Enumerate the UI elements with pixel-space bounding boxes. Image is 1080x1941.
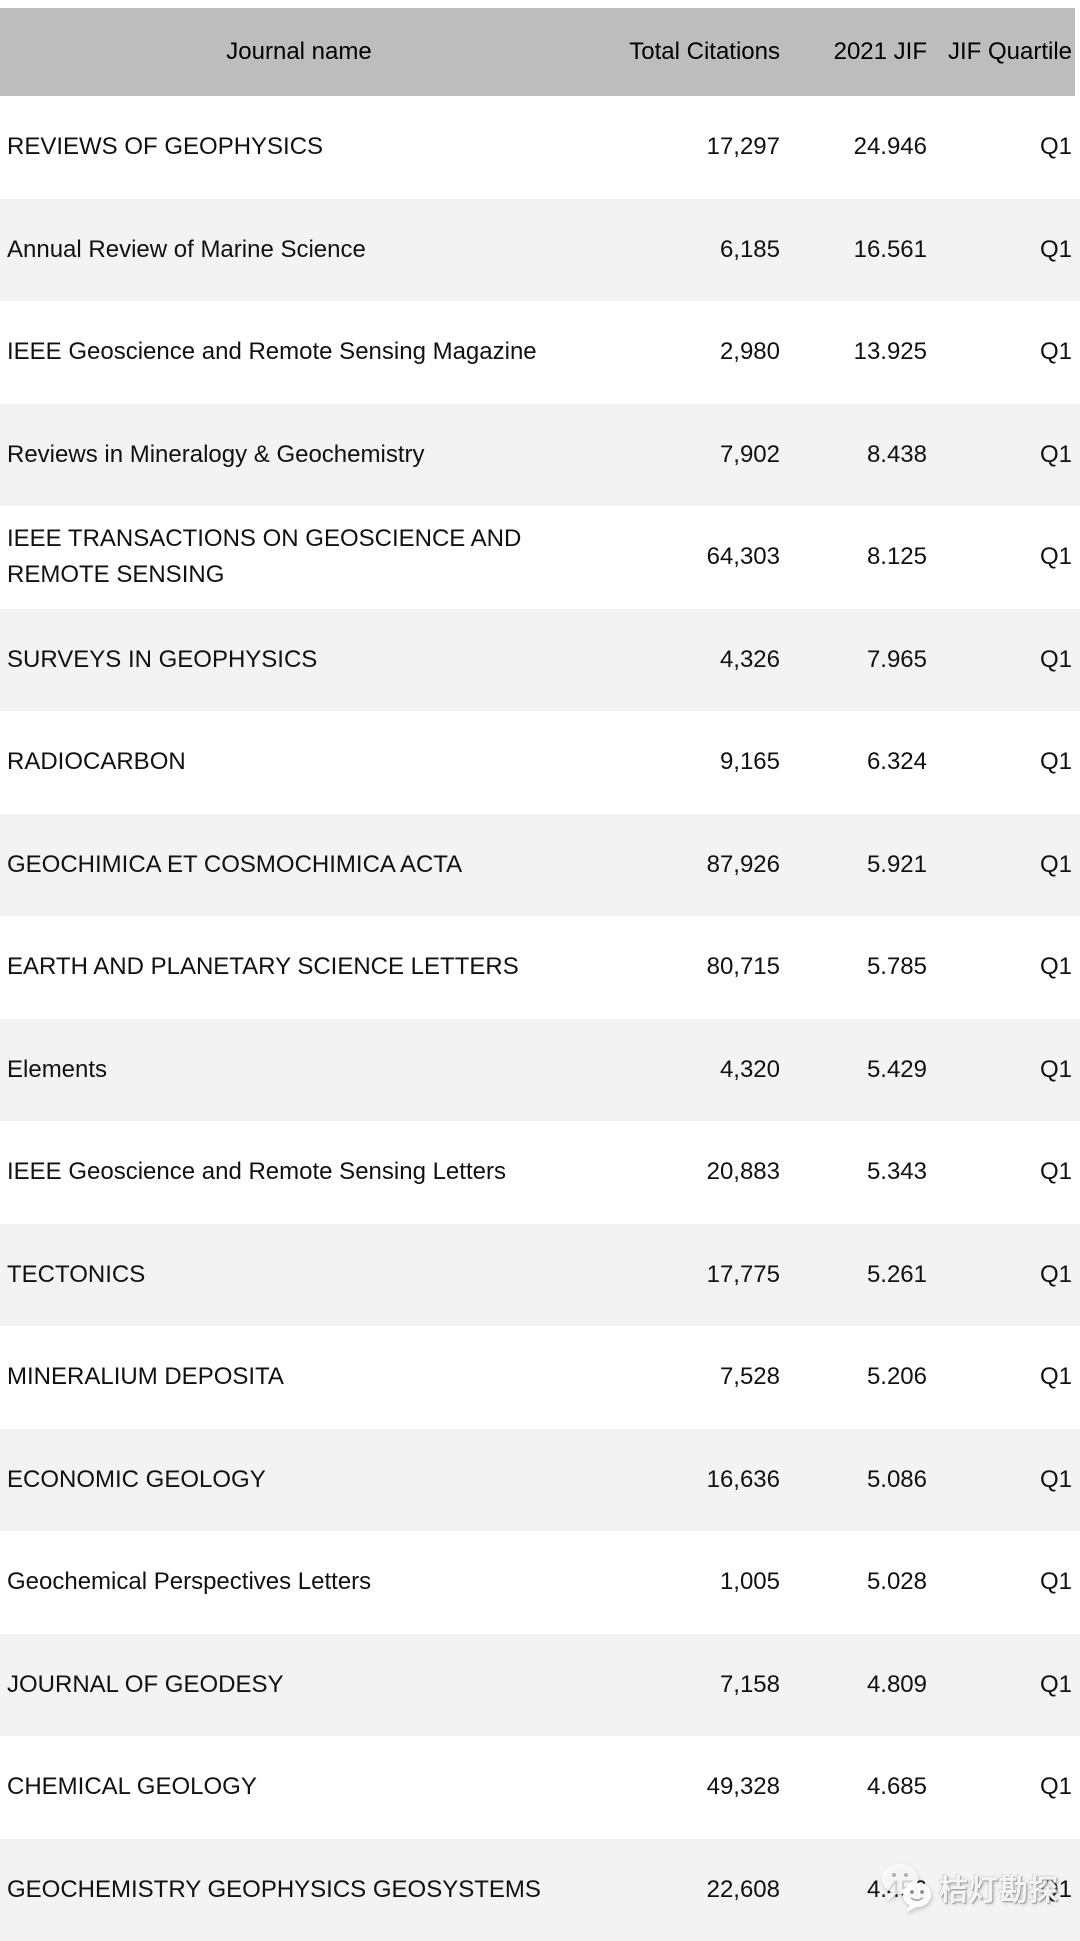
jif-value-cell: 13.925 — [853, 338, 927, 366]
jif-value-cell: 5.785 — [866, 953, 927, 981]
total-citations-cell: 64,303 — [706, 543, 780, 571]
table-row: SURVEYS IN GEOPHYSICS 4,326 7.965 Q1 — [0, 608, 1080, 711]
table-row: CHEMICAL GEOLOGY 49,328 4.685 Q1 — [0, 1736, 1080, 1839]
journal-name-cell: CHEMICAL GEOLOGY — [7, 1773, 257, 1801]
column-header-2021-jif: 2021 JIF — [786, 8, 932, 96]
journal-name-cell: RADIOCARBON — [7, 748, 186, 776]
jif-value-cell: 8.438 — [866, 440, 927, 468]
jif-quartile-cell: Q1 — [1039, 748, 1072, 776]
jif-quartile-cell: Q1 — [1039, 1158, 1072, 1186]
table-row: IEEE TRANSACTIONS ON GEOSCIENCE AND REMO… — [0, 506, 1080, 609]
jif-value-cell: 4.809 — [866, 1670, 927, 1698]
journal-name-cell: GEOCHEMISTRY GEOPHYSICS GEOSYSTEMS — [7, 1875, 541, 1903]
journal-name-cell: SURVEYS IN GEOPHYSICS — [7, 645, 318, 673]
table-row: RADIOCARBON 9,165 6.324 Q1 — [0, 711, 1080, 814]
journal-name-cell: IEEE Geoscience and Remote Sensing Lette… — [7, 1158, 506, 1186]
total-citations-cell: 87,926 — [706, 850, 780, 878]
total-citations-cell: 6,185 — [719, 235, 780, 263]
jif-value-cell: 4.685 — [866, 1773, 927, 1801]
jif-quartile-cell: Q1 — [1039, 543, 1072, 571]
total-citations-cell: 7,528 — [719, 1363, 780, 1391]
journal-name-cell: ECONOMIC GEOLOGY — [7, 1465, 266, 1493]
journal-name-cell: JOURNAL OF GEODESY — [7, 1670, 284, 1698]
total-citations-cell: 20,883 — [706, 1158, 780, 1186]
total-citations-cell: 4,320 — [719, 1055, 780, 1083]
total-citations-cell: 4,326 — [719, 645, 780, 673]
journal-impact-table: Journal name Total Citations 2021 JIF JI… — [0, 8, 1080, 1941]
jif-quartile-cell: Q1 — [1039, 1363, 1072, 1391]
jif-quartile-cell: Q1 — [1039, 1568, 1072, 1596]
total-citations-cell: 80,715 — [706, 953, 780, 981]
journal-name-cell: IEEE TRANSACTIONS ON GEOSCIENCE AND REMO… — [7, 525, 522, 589]
journal-name-cell: Elements — [7, 1055, 108, 1083]
jif-value-cell: 4.456 — [866, 1875, 927, 1903]
column-header-total-citations: Total Citations — [598, 8, 786, 96]
table-row: EARTH AND PLANETARY SCIENCE LETTERS 80,7… — [0, 916, 1080, 1019]
jif-quartile-cell: Q1 — [1039, 1773, 1072, 1801]
table-row: IEEE Geoscience and Remote Sensing Magaz… — [0, 301, 1080, 404]
jif-value-cell: 5.261 — [866, 1260, 927, 1288]
table-row: Elements 4,320 5.429 Q1 — [0, 1018, 1080, 1121]
table-row: Reviews in Mineralogy & Geochemistry 7,9… — [0, 403, 1080, 506]
jif-value-cell: 5.921 — [866, 850, 927, 878]
jif-value-cell: 7.965 — [866, 645, 927, 673]
jif-quartile-cell: Q1 — [1039, 1670, 1072, 1698]
jif-quartile-cell: Q1 — [1039, 645, 1072, 673]
table-row: MINERALIUM DEPOSITA 7,528 5.206 Q1 — [0, 1326, 1080, 1429]
total-citations-cell: 9,165 — [719, 748, 780, 776]
column-header-journal-name: Journal name — [0, 8, 598, 96]
table-row: TECTONICS 17,775 5.261 Q1 — [0, 1223, 1080, 1326]
jif-value-cell: 8.125 — [866, 543, 927, 571]
total-citations-cell: 17,775 — [706, 1260, 780, 1288]
table-row: IEEE Geoscience and Remote Sensing Lette… — [0, 1121, 1080, 1224]
jif-value-cell: 5.206 — [866, 1363, 927, 1391]
jif-value-cell: 16.561 — [853, 235, 927, 263]
table-row: REVIEWS OF GEOPHYSICS 17,297 24.946 Q1 — [0, 96, 1080, 199]
table-row: JOURNAL OF GEODESY 7,158 4.809 Q1 — [0, 1633, 1080, 1736]
table-row: ECONOMIC GEOLOGY 16,636 5.086 Q1 — [0, 1428, 1080, 1531]
journal-name-cell: REVIEWS OF GEOPHYSICS — [7, 133, 324, 161]
journal-name-cell: Reviews in Mineralogy & Geochemistry — [7, 440, 425, 468]
column-header-jif-quartile: JIF Quartile — [932, 8, 1080, 96]
table-row: GEOCHIMICA ET COSMOCHIMICA ACTA 87,926 5… — [0, 813, 1080, 916]
jif-value-cell: 6.324 — [866, 748, 927, 776]
jif-value-cell: 5.343 — [866, 1158, 927, 1186]
total-citations-cell: 2,980 — [719, 338, 780, 366]
jif-quartile-cell: Q1 — [1039, 1875, 1072, 1903]
journal-name-cell: EARTH AND PLANETARY SCIENCE LETTERS — [7, 953, 519, 981]
journal-name-cell: GEOCHIMICA ET COSMOCHIMICA ACTA — [7, 850, 463, 878]
jif-quartile-cell: Q1 — [1039, 850, 1072, 878]
jif-quartile-cell: Q1 — [1039, 1260, 1072, 1288]
journal-name-cell: MINERALIUM DEPOSITA — [7, 1363, 284, 1391]
jif-quartile-cell: Q1 — [1039, 1465, 1072, 1493]
jif-quartile-cell: Q1 — [1039, 133, 1072, 161]
table-header-row: Journal name Total Citations 2021 JIF JI… — [0, 8, 1080, 96]
table-row: Annual Review of Marine Science 6,185 16… — [0, 198, 1080, 301]
journal-name-cell: IEEE Geoscience and Remote Sensing Magaz… — [7, 338, 537, 366]
table-row: Geochemical Perspectives Letters 1,005 5… — [0, 1531, 1080, 1634]
total-citations-cell: 1,005 — [719, 1568, 780, 1596]
jif-value-cell: 5.086 — [866, 1465, 927, 1493]
journal-name-cell: TECTONICS — [7, 1260, 146, 1288]
total-citations-cell: 16,636 — [706, 1465, 780, 1493]
jif-quartile-cell: Q1 — [1039, 235, 1072, 263]
jif-quartile-cell: Q1 — [1039, 1055, 1072, 1083]
total-citations-cell: 7,158 — [719, 1670, 780, 1698]
jif-quartile-cell: Q1 — [1039, 338, 1072, 366]
jif-value-cell: 24.946 — [853, 133, 927, 161]
total-citations-cell: 49,328 — [706, 1773, 780, 1801]
journal-name-cell: Geochemical Perspectives Letters — [7, 1568, 372, 1596]
jif-value-cell: 5.028 — [866, 1568, 927, 1596]
total-citations-cell: 7,902 — [719, 440, 780, 468]
total-citations-cell: 17,297 — [706, 133, 780, 161]
journal-name-cell: Annual Review of Marine Science — [7, 235, 366, 263]
total-citations-cell: 22,608 — [706, 1875, 780, 1903]
jif-quartile-cell: Q1 — [1039, 440, 1072, 468]
jif-value-cell: 5.429 — [866, 1055, 927, 1083]
table-row: GEOCHEMISTRY GEOPHYSICS GEOSYSTEMS 22,60… — [0, 1838, 1080, 1941]
jif-quartile-cell: Q1 — [1039, 953, 1072, 981]
